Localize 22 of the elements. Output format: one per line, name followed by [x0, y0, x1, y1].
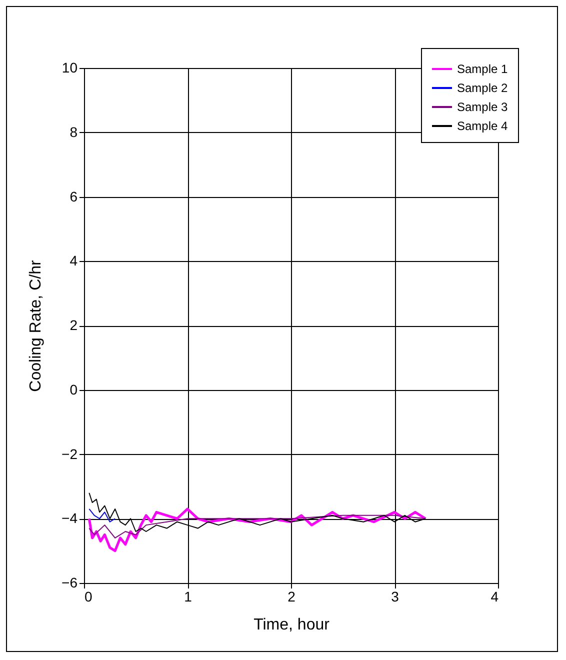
y-tick-label: −4	[62, 510, 78, 526]
y-axis-title: Cooling Rate, C/hr	[28, 260, 45, 392]
legend-label: Sample 3	[457, 100, 508, 114]
x-tick-label: 2	[288, 588, 296, 604]
legend-label: Sample 4	[457, 119, 508, 133]
legend-label: Sample 1	[457, 62, 508, 76]
x-tick-label: 3	[391, 588, 400, 604]
x-tick-label: 0	[84, 588, 92, 604]
y-tick-label: 2	[70, 317, 78, 333]
y-tick-label: 6	[70, 188, 78, 204]
x-tick-label: 1	[184, 588, 192, 604]
y-tick-label: −6	[62, 574, 78, 590]
y-tick-label: 0	[70, 381, 78, 398]
x-axis-title: Time, hour	[254, 616, 330, 634]
y-tick-label: −2	[62, 446, 78, 462]
line-series	[88, 514, 426, 538]
y-tick-label: 4	[70, 252, 78, 269]
legend-label: Sample 2	[457, 81, 508, 95]
y-tick-label: 8	[70, 124, 78, 140]
x-tick-label: 4	[490, 588, 499, 604]
y-tick-label: 10	[62, 60, 78, 76]
line-series	[88, 508, 116, 522]
